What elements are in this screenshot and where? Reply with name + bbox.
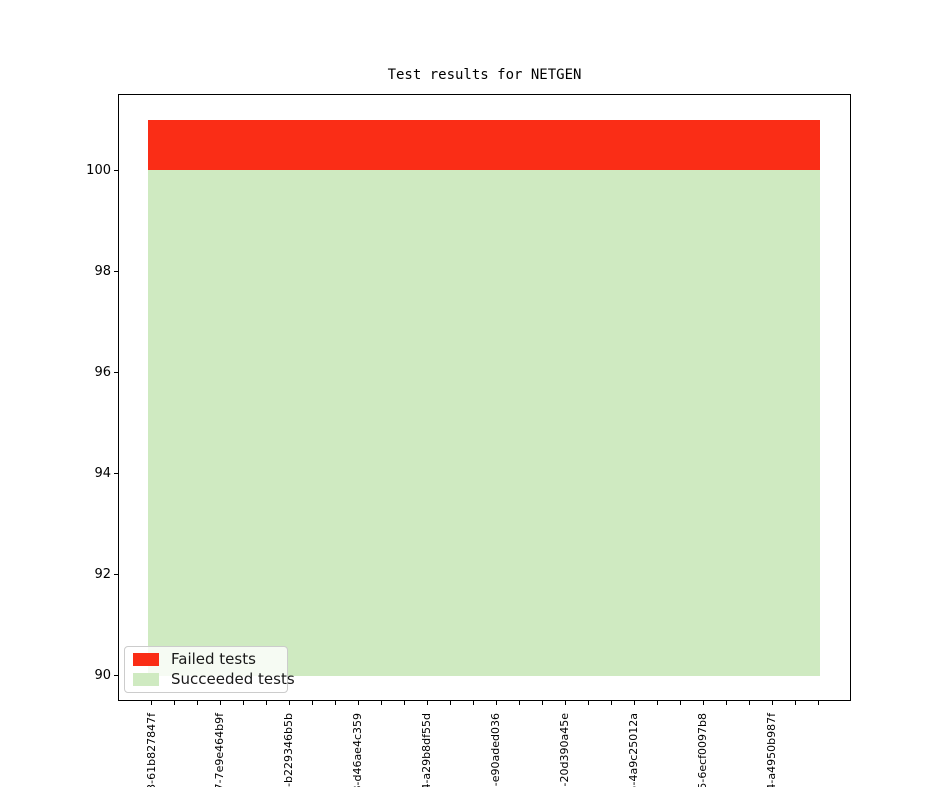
failed-swatch-icon	[133, 653, 159, 666]
legend-label-succeeded: Succeeded tests	[171, 670, 295, 688]
legend-item-failed: Failed tests	[133, 652, 279, 667]
x-tick	[564, 701, 566, 705]
y-tick-label: 98	[94, 263, 111, 279]
x-tick	[518, 701, 520, 705]
succeeded-swatch-icon	[133, 673, 159, 686]
x-tick	[219, 701, 221, 705]
x-tick-label: 64-a4950b987f	[765, 713, 779, 787]
y-tick-label: 100	[86, 162, 111, 178]
y-tick	[114, 675, 118, 677]
x-tick	[725, 701, 727, 705]
x-tick	[771, 701, 773, 705]
y-tick	[114, 169, 118, 171]
succeeded-tests-area	[148, 170, 820, 676]
x-tick	[449, 701, 451, 705]
x-tick	[610, 701, 612, 705]
x-tick	[242, 701, 244, 705]
x-tick	[288, 701, 290, 705]
y-tick	[114, 574, 118, 576]
x-tick	[265, 701, 267, 705]
y-tick-label: 96	[94, 364, 111, 380]
x-tick	[334, 701, 336, 705]
y-tick-label: 90	[94, 668, 111, 684]
x-tick	[173, 701, 175, 705]
x-tick	[794, 701, 796, 705]
chart-title: Test results for NETGEN	[387, 67, 582, 83]
x-tick	[817, 701, 819, 705]
x-tick	[196, 701, 198, 705]
x-tick	[748, 701, 750, 705]
x-tick	[702, 701, 704, 705]
x-tick	[403, 701, 405, 705]
legend-label-failed: Failed tests	[171, 650, 256, 668]
legend: Failed tests Succeeded tests	[124, 646, 295, 693]
failed-tests-area	[148, 119, 820, 171]
x-tick	[426, 701, 428, 705]
x-tick	[495, 701, 497, 705]
y-tick	[114, 473, 118, 475]
x-tick	[679, 701, 681, 705]
x-tick	[656, 701, 658, 705]
x-tick	[357, 701, 359, 705]
x-tick	[151, 701, 152, 705]
x-tick	[311, 701, 313, 705]
x-tick	[587, 701, 589, 705]
x-tick	[633, 701, 635, 705]
x-tick	[541, 701, 543, 705]
y-tick-label: 92	[94, 567, 111, 583]
legend-item-succeeded: Succeeded tests	[133, 672, 295, 687]
x-tick	[472, 701, 474, 705]
y-tick-label: 94	[94, 466, 111, 482]
x-tick	[380, 701, 382, 705]
y-tick	[114, 371, 118, 373]
y-tick	[114, 270, 118, 272]
